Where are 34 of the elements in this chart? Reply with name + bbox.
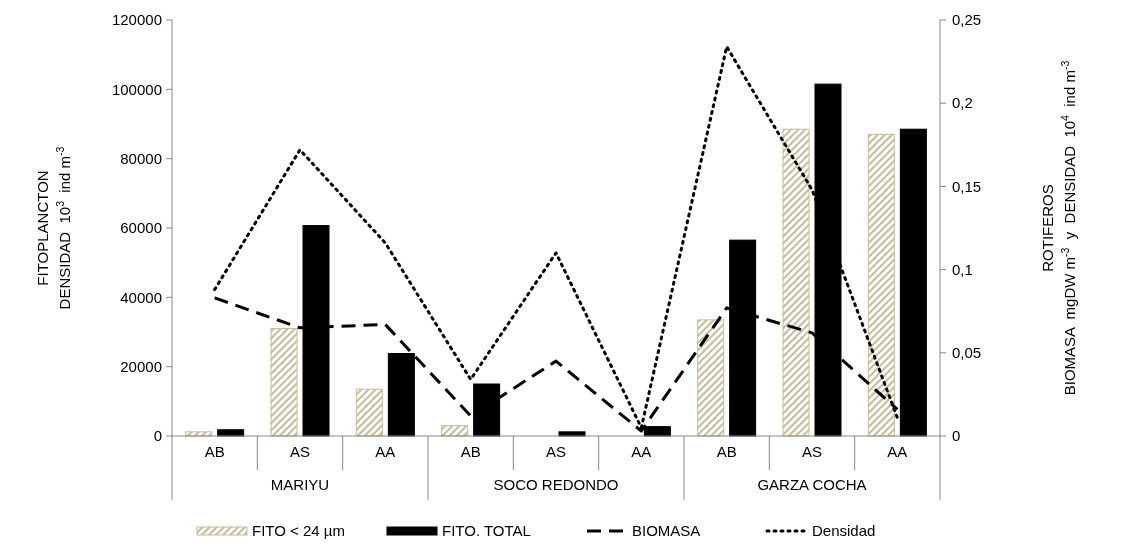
text: MARIYU bbox=[270, 476, 330, 493]
legend-label: BIOMASA bbox=[632, 521, 701, 539]
x-tick-label: AB bbox=[204, 443, 225, 460]
bar bbox=[270, 328, 298, 437]
x-tick-label: AS bbox=[801, 443, 823, 460]
x-tick-label: AA bbox=[631, 443, 652, 460]
y2-tick-label: 0,2 bbox=[952, 94, 973, 112]
legend-label: FITO < 24 µm bbox=[252, 521, 345, 539]
y-tick-label: 0 bbox=[153, 427, 162, 445]
y-tick-label: 120000 bbox=[111, 11, 162, 29]
y-tick-label: 100000 bbox=[111, 80, 162, 98]
y-tick-label: 40000 bbox=[120, 288, 162, 306]
x-tick-label: AB bbox=[716, 443, 737, 460]
y2-tick-label: 0,05 bbox=[952, 344, 982, 362]
y-tick-label: 20000 bbox=[120, 357, 162, 375]
bar bbox=[355, 388, 383, 437]
text: GARZA COCHA bbox=[757, 476, 867, 493]
x-tick-label: AA bbox=[887, 443, 908, 460]
x-tick-label: AA bbox=[375, 443, 396, 460]
bar bbox=[867, 133, 895, 437]
legend-label: FITO. TOTAL bbox=[442, 521, 531, 539]
x-tick-label: AB bbox=[460, 443, 481, 460]
y2-tick-label: 0 bbox=[952, 427, 961, 445]
x-tick-label: AS bbox=[289, 443, 311, 460]
y2-tick-label: 0,1 bbox=[952, 260, 973, 278]
bar bbox=[782, 128, 810, 437]
y-tick-label: 80000 bbox=[120, 149, 162, 167]
x-tick-label: AS bbox=[545, 443, 567, 460]
y-tick-label: 60000 bbox=[120, 219, 162, 237]
y2-tick-label: 0,15 bbox=[952, 177, 982, 195]
text: SOCO REDONDO bbox=[493, 476, 619, 493]
y2-tick-label: 0,25 bbox=[952, 11, 982, 29]
legend-label: Densidad bbox=[812, 521, 876, 539]
bar bbox=[697, 319, 725, 437]
